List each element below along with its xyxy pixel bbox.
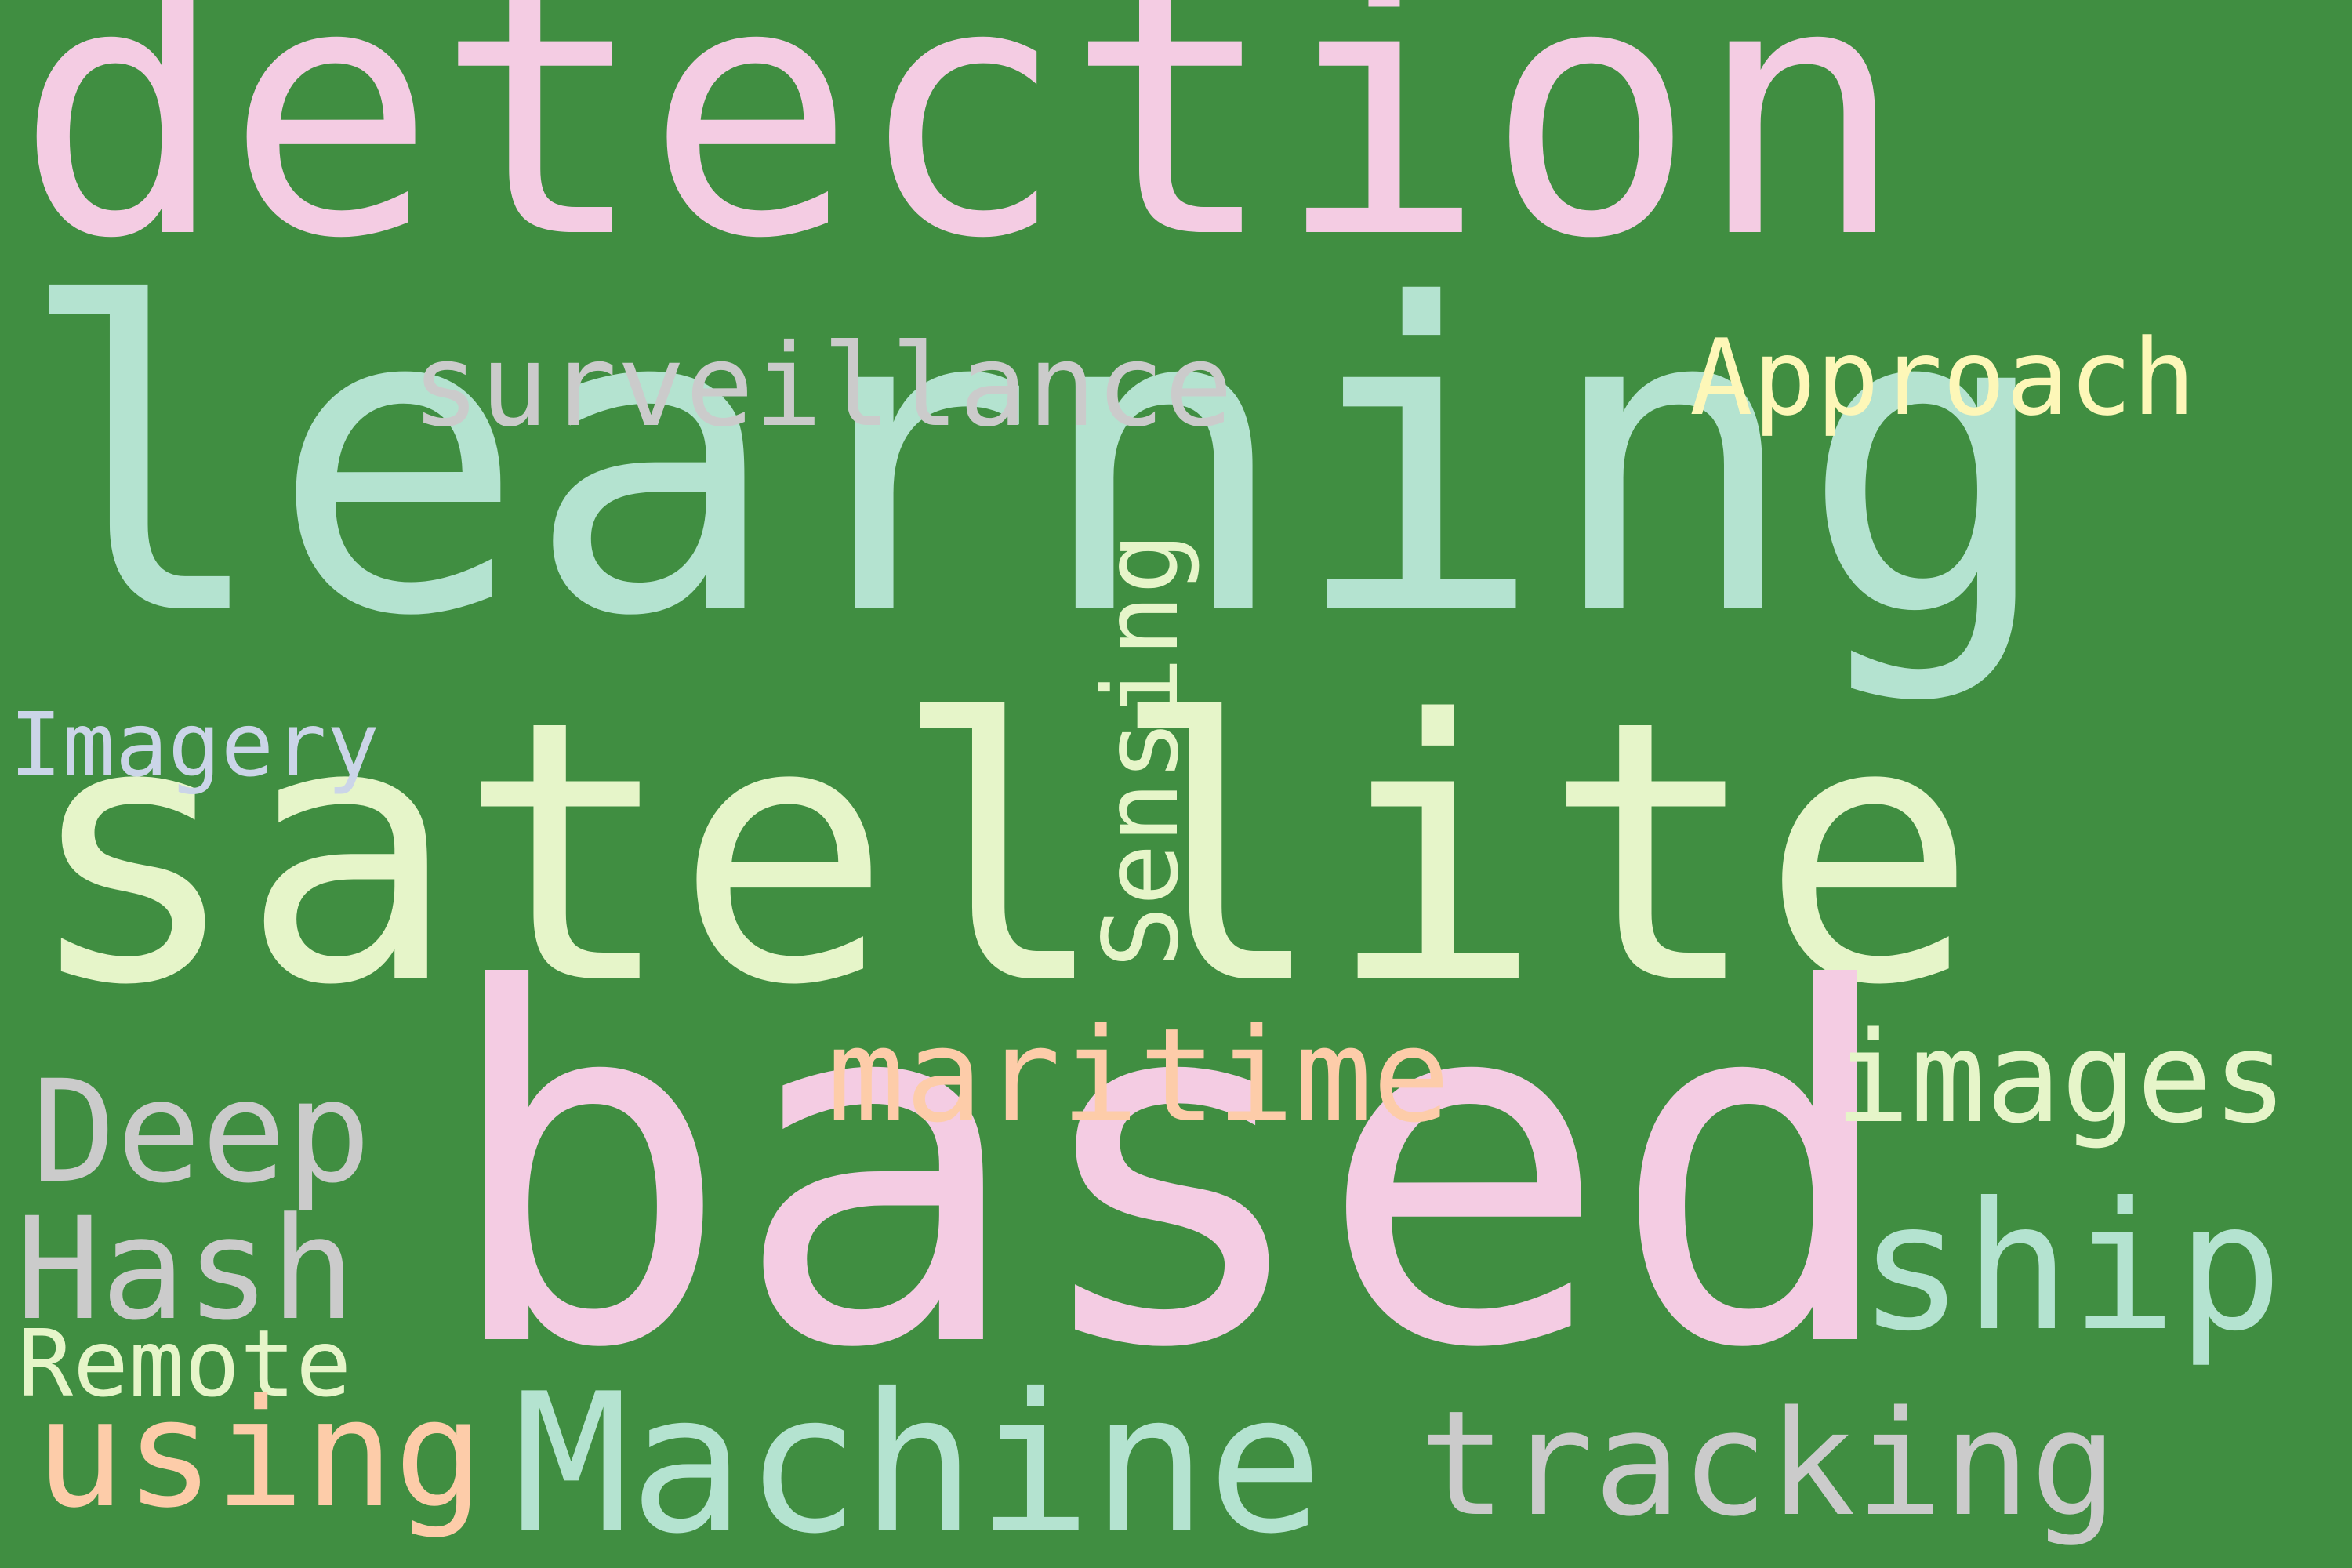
word-using: using xyxy=(35,1367,484,1541)
word-hash: Hash xyxy=(16,1188,356,1352)
word-surveillance: surveillance xyxy=(412,320,1233,452)
word-deep: Deep xyxy=(31,1051,372,1214)
word-detection: detection xyxy=(16,0,1907,314)
word-approach: Approach xyxy=(1690,317,2196,439)
word-tracking: tracking xyxy=(1419,1379,2118,1548)
word-machine: Machine xyxy=(514,1352,1323,1568)
word-ship: ship xyxy=(1858,1165,2283,1370)
word-maritime: maritime xyxy=(827,1000,1450,1151)
word-images: images xyxy=(1835,1004,2288,1151)
word-learning: learning xyxy=(16,216,2055,709)
word-sensing: Sensing xyxy=(1081,532,1202,968)
word-satellite: satellite xyxy=(24,644,1978,1064)
word-remote: Remote xyxy=(17,1309,352,1417)
word-based: based xyxy=(439,889,1903,1454)
word-imagery: Imagery xyxy=(9,695,380,797)
